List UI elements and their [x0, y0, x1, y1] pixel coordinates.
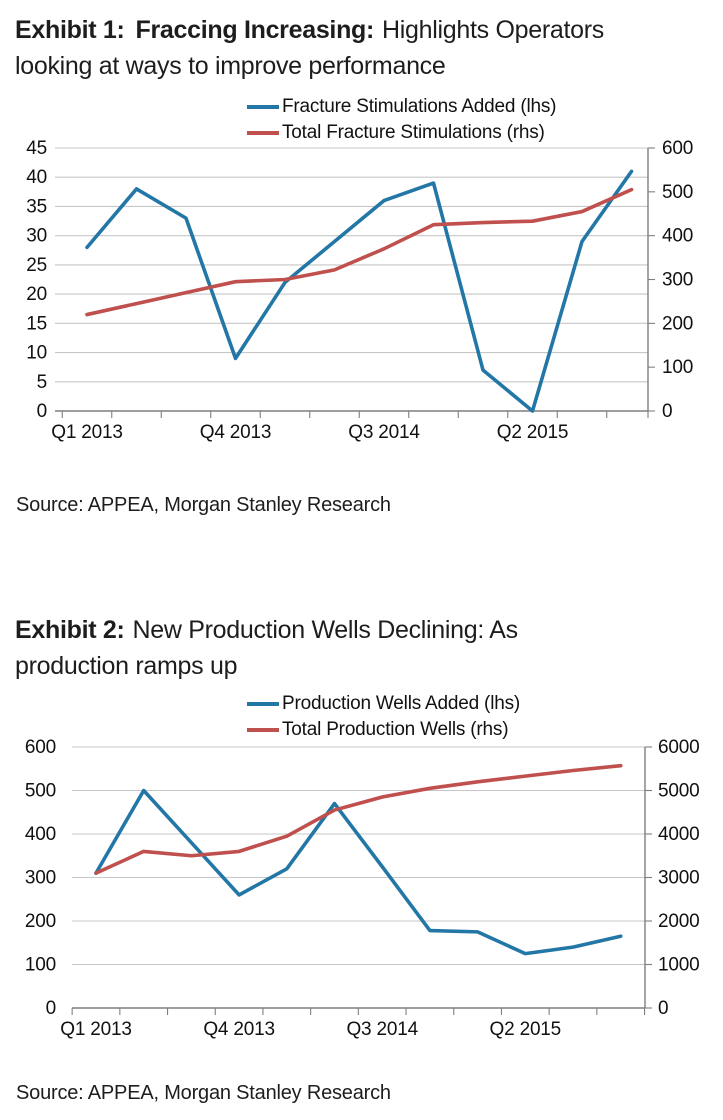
x-axis-label: Q3 2014	[346, 1019, 418, 1040]
legend-label: Total Fracture Stimulations (rhs)	[282, 122, 545, 143]
legend-label: Production Wells Added (lhs)	[282, 693, 521, 714]
y-axis-left-label: 15	[26, 313, 47, 334]
legend-line-swatch	[247, 702, 279, 706]
legend-label: Total Production Wells (rhs)	[282, 719, 509, 740]
y-axis-right-label: 2000	[658, 911, 699, 932]
y-axis-right-label: 4000	[658, 824, 699, 845]
legend-line-swatch	[247, 131, 279, 135]
y-axis-right-label: 3000	[658, 868, 699, 889]
exhibit-2-title-line-1: Exhibit 2: New Production Wells Declining…	[15, 612, 717, 648]
y-axis-left-label: 30	[26, 226, 47, 247]
y-axis-right-label: 1000	[658, 955, 699, 976]
y-axis-left-label: 25	[26, 255, 47, 276]
y-axis-left-label: 5	[37, 372, 47, 393]
exhibit-2-source: Source: APPEA, Morgan Stanley Research	[16, 1082, 391, 1104]
legend-row: Total Production Wells (rhs)	[247, 717, 520, 743]
exhibit-1-label: Exhibit 1:	[15, 16, 125, 44]
y-axis-left-label: 20	[26, 284, 47, 305]
legend-row: Fracture Stimulations Added (lhs)	[247, 94, 557, 120]
x-axis-label: Q4 2013	[203, 1019, 275, 1040]
legend-line-swatch	[247, 105, 279, 109]
chart-2-series-2-line	[94, 763, 623, 875]
y-axis-left-label: 200	[25, 911, 56, 932]
chart-1-series-2-line	[85, 187, 634, 317]
y-axis-right-label: 100	[662, 357, 693, 378]
y-axis-left-label: 0	[37, 401, 47, 422]
y-axis-left-label: 0	[46, 998, 56, 1019]
y-axis-right-label: 300	[662, 270, 693, 291]
chart-2-plot: 0100200300400500600010002000300040005000…	[25, 737, 700, 1040]
x-axis-label: Q2 2015	[490, 1019, 562, 1040]
exhibit-1-title: Exhibit 1: Fraccing Increasing: Highlights…	[15, 12, 717, 84]
x-axis-label: Q1 2013	[60, 1019, 132, 1040]
legend-row: Production Wells Added (lhs)	[247, 691, 520, 717]
legend-label: Fracture Stimulations Added (lhs)	[282, 96, 557, 117]
y-axis-right-label: 600	[662, 138, 693, 159]
y-axis-left-label: 100	[25, 955, 56, 976]
y-axis-left-label: 40	[26, 167, 47, 188]
exhibit-1-title-rest: Highlights Operators	[382, 16, 604, 44]
y-axis-left-label: 35	[26, 196, 47, 217]
y-axis-right-label: 6000	[658, 737, 699, 758]
exhibit-1-title-line-2: looking at ways to improve performance	[15, 52, 446, 80]
x-axis-label: Q1 2013	[51, 422, 123, 443]
chart-2-legend: Production Wells Added (lhs) Total Produc…	[247, 691, 520, 743]
legend-row: Total Fracture Stimulations (rhs)	[247, 120, 556, 146]
y-axis-right-label: 500	[662, 182, 693, 203]
chart-1-series-1-line	[85, 169, 634, 413]
y-axis-right-label: 5000	[658, 781, 699, 802]
chart-1-plot: 0 5 10 15 20 25 30 35 40 45 0 100 200 300 400 500 600 Q1 …	[26, 138, 693, 443]
y-axis-left-label: 600	[25, 737, 56, 758]
y-axis-left-label: 300	[25, 868, 56, 889]
y-axis-left-label: 45	[26, 138, 47, 159]
y-axis-left-label: 400	[25, 824, 56, 845]
y-axis-right-label: 400	[662, 226, 693, 247]
exhibit-2-label: Exhibit 2:	[15, 616, 125, 644]
exhibit-1-title-emphasis: Fraccing Increasing:	[135, 16, 375, 44]
y-axis-right-label: 0	[658, 998, 668, 1019]
chart-1-legend: Fracture Stimulations Added (lhs) Total F…	[247, 94, 557, 146]
x-axis-label: Q2 2015	[497, 422, 569, 443]
x-axis-label: Q4 2013	[200, 422, 272, 443]
exhibit-2-title-rest: New Production Wells Declining: As	[132, 616, 519, 644]
exhibit-2-title-line-2: production ramps up	[15, 652, 238, 680]
legend-line-swatch	[247, 728, 279, 732]
y-axis-left-label: 10	[26, 343, 47, 364]
exhibit-2-title: Exhibit 2: New Production Wells Declining…	[15, 612, 717, 684]
exhibit-1-title-line-1: Exhibit 1: Fraccing Increasing: Highlights…	[15, 12, 717, 48]
y-axis-right-label: 200	[662, 313, 693, 334]
y-axis-right-label: 0	[662, 401, 672, 422]
x-axis-label: Q3 2014	[348, 422, 420, 443]
chart-2-series-1-line	[94, 788, 623, 956]
y-axis-left-label: 500	[25, 781, 56, 802]
exhibit-1-source: Source: APPEA, Morgan Stanley Research	[16, 494, 391, 516]
